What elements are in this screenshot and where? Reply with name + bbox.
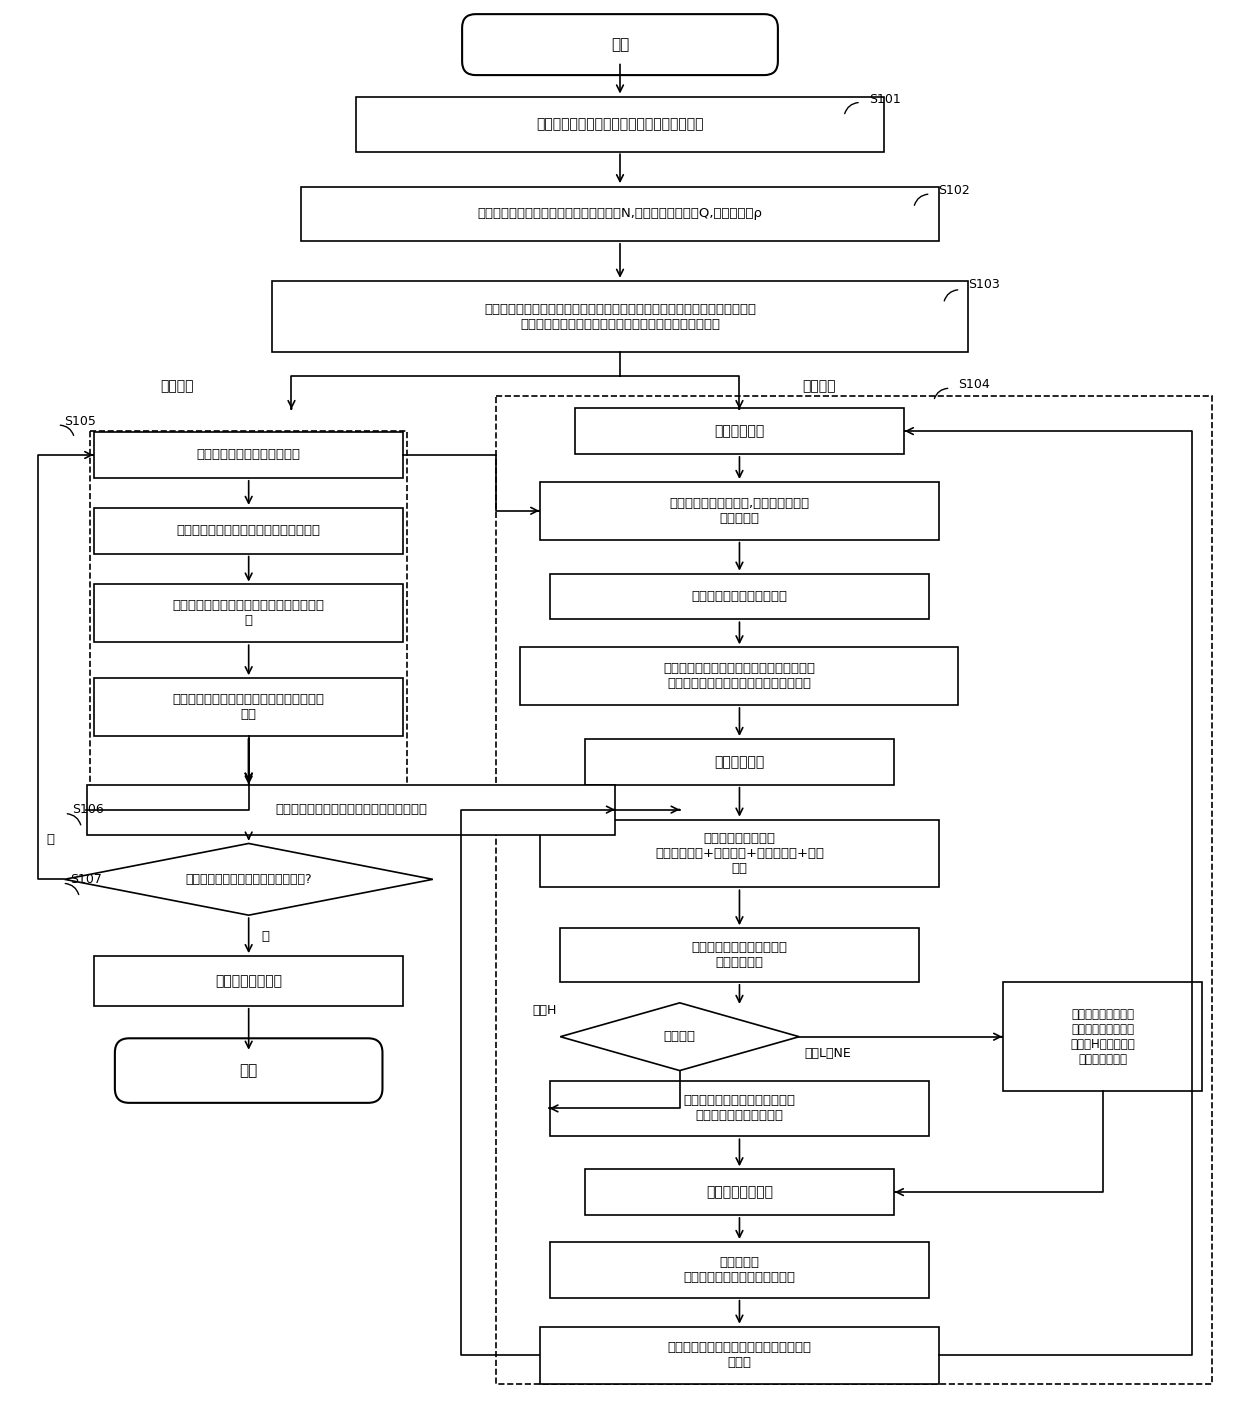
Text: 余弦递减函数更新惯性权重
学习因子调整: 余弦递减函数更新惯性权重 学习因子调整	[692, 942, 787, 969]
Bar	[1003, 981, 1203, 1092]
Bar	[91, 430, 407, 814]
Text: 临近父代规划方案产
生高斯扰动因子、临
近评级H父代变异产
生子代规划方案: 临近父代规划方案产 生高斯扰动因子、临 近评级H父代变异产 生子代规划方案	[1070, 1008, 1135, 1066]
Bar	[551, 573, 929, 619]
Text: S102: S102	[939, 184, 971, 197]
Text: 信仰空间: 信仰空间	[160, 379, 193, 394]
FancyBboxPatch shape	[463, 14, 777, 75]
Text: 抽蓄机组价格影响策略分析: 抽蓄机组价格影响策略分析	[692, 590, 787, 603]
Text: 开始: 开始	[611, 37, 629, 52]
Text: 种群空间: 种群空间	[802, 379, 836, 394]
Bar	[575, 408, 904, 455]
Bar	[551, 1242, 929, 1297]
Text: 更新信仰空间最优规划方案和全局最优规划
方案: 更新信仰空间最优规划方案和全局最优规划 方案	[172, 692, 325, 721]
Text: S103: S103	[968, 278, 1001, 292]
Text: 轮盘赌更新形势知识：选出优秀电源规划方
案: 轮盘赌更新形势知识：选出优秀电源规划方 案	[172, 599, 325, 627]
Text: S105: S105	[64, 415, 97, 428]
Text: 火电机组检修: 火电机组检修	[714, 423, 765, 438]
Text: 全局最优费用前后迭代差值小于阈值?: 全局最优费用前后迭代差值小于阈值?	[185, 872, 312, 886]
Text: 评比种群空间和信仰空间全局最优规划方案: 评比种群空间和信仰空间全局最优规划方案	[275, 803, 428, 816]
Bar	[301, 187, 939, 241]
Bar	[496, 396, 1213, 1385]
Text: 水电调节性能时空分析,关键断面输送能
力约束分析: 水电调节性能时空分析,关键断面输送能 力约束分析	[670, 497, 810, 525]
Bar	[560, 927, 919, 981]
Text: 输出最优规划方案: 输出最优规划方案	[216, 974, 283, 988]
Text: S107: S107	[71, 872, 103, 886]
Bar	[356, 96, 884, 152]
Text: 评价方案目标函数：
电源投资成本+燃料成本+碳排放成本+弃能
成本: 评价方案目标函数： 电源投资成本+燃料成本+碳排放成本+弃能 成本	[655, 833, 823, 875]
FancyBboxPatch shape	[115, 1038, 382, 1103]
Bar	[94, 956, 403, 1005]
Text: 接受操作：淘汰劣质规划方案: 接受操作：淘汰劣质规划方案	[197, 449, 300, 462]
Bar	[94, 585, 403, 643]
Bar	[94, 508, 403, 554]
Text: 输入机组数据、负荷相关数据和价格信息数据: 输入机组数据、负荷相关数据和价格信息数据	[536, 118, 704, 132]
Bar	[541, 1327, 939, 1385]
Text: 父代规划方案产生高斯扰动因子
并变异产生子代规划方案: 父代规划方案产生高斯扰动因子 并变异产生子代规划方案	[683, 1095, 796, 1123]
Text: 否: 否	[47, 833, 55, 845]
Text: S104: S104	[959, 378, 991, 391]
Bar	[541, 481, 939, 539]
Bar	[541, 820, 939, 888]
Bar	[551, 1080, 929, 1136]
Text: 评级H: 评级H	[532, 1004, 557, 1017]
Polygon shape	[560, 1003, 800, 1070]
Bar	[94, 678, 403, 736]
Text: 初始化信仰空间：设定约束条件构成可行域（标准知识）、储存较优规划方案
（形势知识）、划分规划区域并评价子空间（地形知识）: 初始化信仰空间：设定约束条件构成可行域（标准知识）、储存较优规划方案 （形势知识…	[484, 303, 756, 330]
Text: 粒子群算法变异：产生新的电源规划方案: 粒子群算法变异：产生新的电源规划方案	[176, 524, 321, 537]
Text: 配置储能的风电场、太阳能电站发电能力、
调峰能力、允许弃能空间、本地负荷分析: 配置储能的风电场、太阳能电站发电能力、 调峰能力、允许弃能空间、本地负荷分析	[663, 663, 816, 690]
Text: 边界随机处理策略: 边界随机处理策略	[706, 1185, 773, 1199]
Bar	[585, 1170, 894, 1215]
Text: 自然选择：
优秀规划方案替换较劣规划方案: 自然选择： 优秀规划方案替换较劣规划方案	[683, 1256, 796, 1284]
Text: 结束: 结束	[239, 1063, 258, 1078]
Bar	[521, 647, 959, 705]
Text: S106: S106	[72, 803, 104, 816]
Text: 初始化种群空间：设置电源规划方案数量N,方案待选电源数量Q,方案淘汰率ρ: 初始化种群空间：设置电源规划方案数量N,方案待选电源数量Q,方案淘汰率ρ	[477, 208, 763, 221]
Text: 随机生产模拟: 随机生产模拟	[714, 755, 765, 769]
Text: 是: 是	[262, 929, 269, 943]
Text: 更新种群空间最优规划方案和全局最优规
划方案: 更新种群空间最优规划方案和全局最优规 划方案	[667, 1341, 811, 1369]
Polygon shape	[64, 844, 433, 915]
Text: 评级函数: 评级函数	[663, 1031, 696, 1044]
Bar	[94, 432, 403, 479]
Bar	[87, 784, 615, 834]
Bar	[585, 739, 894, 784]
Bar	[272, 280, 968, 353]
Text: S101: S101	[869, 93, 900, 106]
Text: 评级L或NE: 评级L或NE	[805, 1048, 851, 1061]
